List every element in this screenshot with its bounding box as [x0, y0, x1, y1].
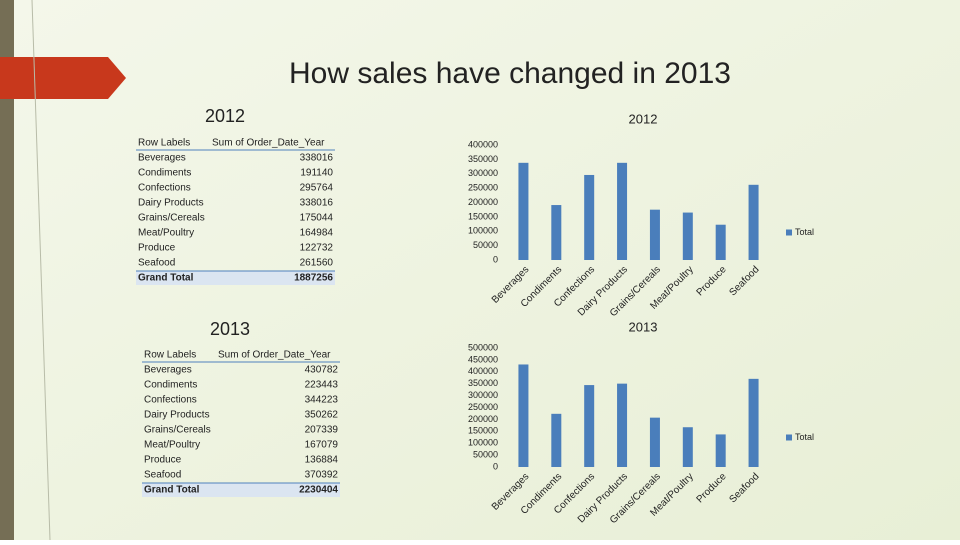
bar: [551, 205, 562, 260]
bar: [748, 184, 759, 260]
decor-line: [31, 0, 51, 541]
y-tick-label: 300000: [468, 390, 498, 400]
legend-swatch: [786, 229, 792, 236]
bar: [551, 413, 562, 467]
y-tick-label: 500000: [468, 342, 498, 352]
y-tick-label: 250000: [468, 183, 498, 193]
legend-label: Total: [795, 227, 814, 237]
table-header: Row Labels: [144, 350, 196, 361]
row-label: Produce: [144, 455, 182, 466]
row-value: 370392: [305, 470, 339, 481]
table-header: Sum of Order_Date_Year: [218, 350, 331, 361]
bar: [584, 174, 595, 260]
row-value: 175044: [300, 213, 334, 224]
row-value: 1887256: [294, 273, 333, 284]
row-label: Seafood: [138, 258, 175, 269]
y-tick-label: 50000: [473, 449, 498, 459]
row-label: Beverages: [144, 365, 192, 376]
accent-arrow: [0, 57, 126, 99]
row-value: 261560: [300, 258, 334, 269]
total-row-bg: [136, 271, 335, 285]
slide-title: How sales have changed in 2013: [289, 57, 731, 90]
row-label: Beverages: [138, 153, 186, 164]
y-tick-label: 150000: [468, 426, 498, 436]
row-label: Meat/Poultry: [144, 440, 200, 451]
total-row-bg: [142, 483, 340, 497]
bar: [715, 224, 726, 260]
row-label: Confections: [138, 183, 191, 194]
y-tick-label: 350000: [468, 378, 498, 388]
row-label: Grand Total: [138, 273, 194, 284]
row-value: 430782: [305, 365, 339, 376]
chart-title: 2013: [629, 319, 658, 334]
table-heading: 2013: [210, 319, 250, 339]
row-label: Grains/Cereals: [138, 213, 205, 224]
row-value: 223443: [305, 380, 339, 391]
y-tick-label: 300000: [468, 168, 498, 178]
row-label: Dairy Products: [138, 198, 204, 209]
chart-title: 2012: [629, 111, 658, 126]
bar: [518, 162, 529, 260]
row-label: Dairy Products: [144, 410, 210, 421]
y-tick-label: 100000: [468, 438, 498, 448]
bar: [682, 427, 693, 467]
row-value: 122732: [300, 243, 334, 254]
row-value: 295764: [300, 183, 334, 194]
y-tick-label: 50000: [473, 240, 498, 250]
table-header: Sum of Order_Date_Year: [212, 138, 325, 149]
bar: [584, 385, 595, 467]
row-value: 136884: [305, 455, 339, 466]
row-label: Condiments: [138, 168, 191, 179]
y-tick-label: 200000: [468, 414, 498, 424]
row-value: 207339: [305, 425, 339, 436]
y-tick-label: 250000: [468, 402, 498, 412]
side-bar: [0, 0, 14, 540]
row-value: 338016: [300, 198, 334, 209]
bar: [715, 434, 726, 467]
row-value: 2230404: [299, 485, 338, 496]
legend-swatch: [786, 434, 792, 441]
y-tick-label: 400000: [468, 366, 498, 376]
row-value: 164984: [300, 228, 334, 239]
row-value: 191140: [300, 168, 333, 179]
y-tick-label: 200000: [468, 197, 498, 207]
bar: [617, 383, 628, 467]
legend-label: Total: [795, 432, 814, 442]
row-label: Condiments: [144, 380, 197, 391]
y-tick-label: 0: [493, 254, 498, 264]
bar: [748, 378, 759, 467]
bar: [617, 162, 628, 260]
table-header: Row Labels: [138, 138, 190, 149]
bar: [518, 364, 529, 467]
y-tick-label: 100000: [468, 226, 498, 236]
bar: [649, 209, 660, 260]
row-value: 167079: [305, 440, 339, 451]
row-label: Grand Total: [144, 485, 200, 496]
row-label: Grains/Cereals: [144, 425, 211, 436]
y-tick-label: 400000: [468, 139, 498, 149]
y-tick-label: 0: [493, 461, 498, 471]
y-tick-label: 150000: [468, 211, 498, 221]
row-label: Meat/Poultry: [138, 228, 194, 239]
row-label: Produce: [138, 243, 176, 254]
row-label: Confections: [144, 395, 197, 406]
y-tick-label: 450000: [468, 354, 498, 364]
row-value: 350262: [305, 410, 339, 421]
table-heading: 2012: [205, 106, 245, 126]
bar: [682, 212, 693, 260]
bar: [649, 417, 660, 467]
y-tick-label: 350000: [468, 154, 498, 164]
row-label: Seafood: [144, 470, 181, 481]
row-value: 344223: [305, 395, 339, 406]
row-value: 338016: [300, 153, 334, 164]
